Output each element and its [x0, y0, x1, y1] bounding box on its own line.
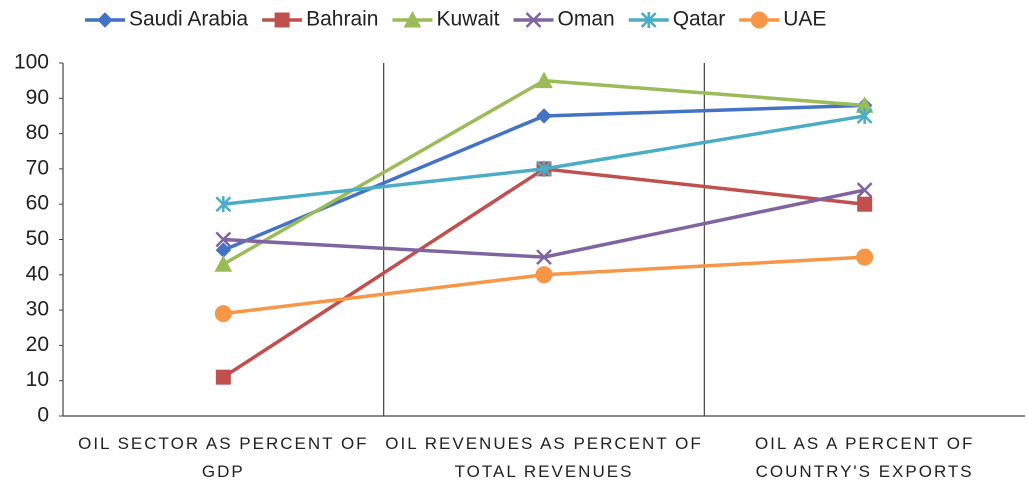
marker	[535, 71, 553, 89]
marker	[215, 196, 232, 213]
y-tick-label: 60	[26, 192, 49, 215]
marker-stroke	[856, 182, 873, 198]
marker	[856, 182, 873, 198]
marker-stroke	[525, 12, 542, 28]
marker	[640, 12, 657, 28]
x-tick-label: OIL REVENUES AS PERCENT OF TOTAL REVENUE…	[385, 434, 703, 481]
x-tick-label: OIL AS A PERCENT OF COUNTRY'S EXPORTS	[754, 434, 975, 481]
legend-label: Oman	[558, 8, 615, 31]
marker	[856, 248, 874, 266]
legend-label: Saudi Arabia	[129, 8, 248, 31]
series-line	[223, 114, 865, 206]
marker	[536, 160, 552, 177]
y-tick-label: 30	[26, 298, 49, 321]
legend-label: Kuwait	[436, 8, 499, 31]
y-tick-label: 70	[26, 156, 49, 179]
marker	[750, 11, 768, 29]
legend-label: Qatar	[673, 8, 726, 31]
marker	[857, 196, 873, 212]
legend-label: Bahrain	[306, 8, 378, 31]
marker	[403, 10, 422, 28]
legend-label: UAE	[783, 8, 826, 31]
marker	[536, 249, 552, 266]
y-tick-label: 50	[26, 227, 49, 250]
y-tick-label: 90	[26, 86, 49, 109]
marker	[274, 12, 290, 28]
series-line	[223, 255, 865, 316]
marker-stroke	[536, 249, 552, 266]
marker	[535, 266, 553, 284]
y-tick-label: 40	[26, 262, 49, 285]
x-tick-label: OIL SECTOR AS PERCENT OF GDP	[78, 434, 369, 481]
y-tick-label: 0	[37, 404, 49, 427]
series-line	[222, 103, 865, 252]
marker	[214, 255, 233, 272]
marker	[214, 305, 232, 323]
marker	[525, 12, 542, 28]
series-line	[223, 188, 866, 259]
y-tick-label: 80	[26, 121, 49, 144]
y-tick-label: 20	[26, 333, 49, 356]
marker	[856, 107, 873, 124]
marker	[215, 231, 232, 248]
y-tick-label: 100	[14, 51, 49, 74]
marker	[536, 108, 552, 124]
marker	[215, 369, 231, 385]
marker-stroke	[215, 231, 232, 248]
marker	[97, 12, 113, 28]
y-tick-label: 10	[26, 368, 49, 391]
